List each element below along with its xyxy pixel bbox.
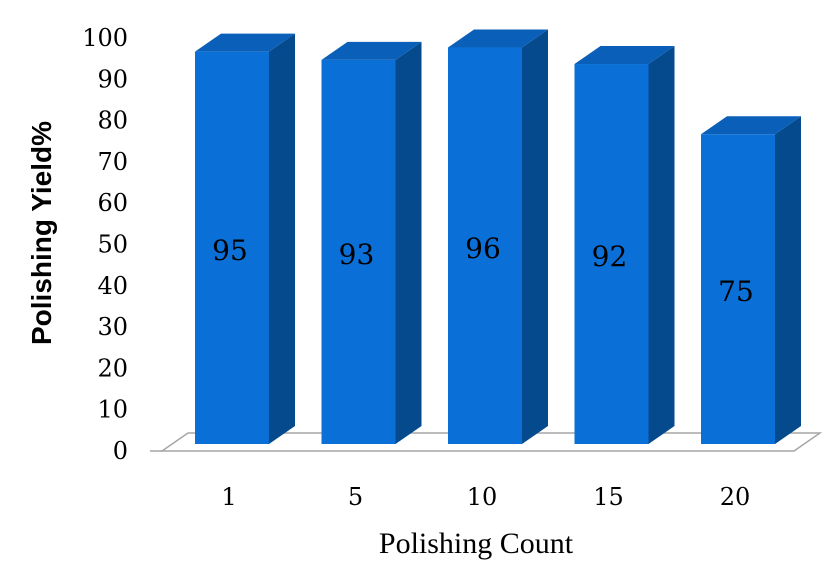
bar [448,29,548,445]
y-tick-label: 40 [97,272,128,300]
bar-top [321,41,422,60]
x-tick-label: 5 [348,483,363,511]
bar [321,41,422,444]
y-tick-label: 10 [97,396,128,424]
bar-side [775,116,801,444]
data-labels: 95 93 96 92 75 [212,232,754,308]
x-axis-ticks: 1 5 10 15 20 [221,483,750,511]
bar-top [574,46,675,65]
y-tick-label: 30 [97,313,128,341]
y-tick-label: 50 [97,231,128,259]
x-axis-title: Polishing Count [379,527,574,560]
data-label: 75 [718,275,754,308]
bar-top [195,33,295,52]
bar [701,116,801,444]
bar-top [448,29,548,48]
data-label: 96 [465,232,501,265]
y-tick-label: 60 [97,189,128,217]
bar-front [321,59,396,444]
data-label: 95 [212,234,248,267]
x-tick-label: 1 [221,483,236,511]
bar-front [574,64,649,444]
y-tick-label: 100 [82,24,128,52]
y-axis-title: Polishing Yield% [26,121,57,345]
bar-side [395,41,422,444]
bar [195,33,295,445]
bar-front [701,134,775,444]
y-axis-ticks: 0 10 20 30 40 50 60 70 80 90 100 [82,24,128,465]
y-tick-label: 80 [97,107,128,135]
data-label: 92 [592,240,628,273]
y-tick-label: 20 [97,354,128,382]
bar-side [269,33,295,445]
bar-front [448,47,522,445]
x-tick-label: 10 [467,483,498,511]
bars [195,29,801,445]
x-tick-label: 20 [720,483,751,511]
bar-side [522,29,548,445]
data-label: 93 [339,238,375,271]
x-tick-label: 15 [593,483,624,511]
bar-side [648,46,675,444]
y-tick-label: 0 [113,437,128,465]
y-tick-label: 70 [97,148,128,176]
bar [574,46,675,444]
bar-front [195,51,269,445]
bar-top [701,116,801,135]
y-tick-label: 90 [97,65,128,93]
